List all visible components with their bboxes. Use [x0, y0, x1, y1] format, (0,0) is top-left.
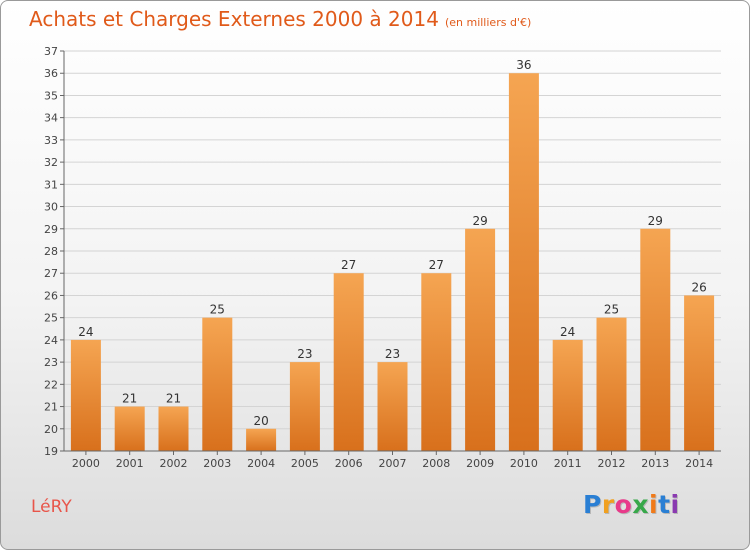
bar-2005 [289, 362, 320, 451]
x-tick-label: 2001 [116, 457, 144, 470]
y-tick-label: 33 [44, 134, 58, 147]
bar-2000 [70, 339, 101, 451]
x-tick-label: 2009 [466, 457, 494, 470]
bar-2014 [684, 295, 715, 451]
commune-name: LéRY [31, 497, 72, 517]
x-tick-label: 2010 [510, 457, 538, 470]
y-tick-label: 29 [44, 223, 58, 236]
logo-letter: t [658, 490, 671, 519]
bar-2004 [246, 428, 277, 451]
x-tick-label: 2013 [641, 457, 669, 470]
x-tick-label: 2002 [160, 457, 188, 470]
x-tick-label: 2000 [72, 457, 100, 470]
x-tick-label: 2006 [335, 457, 363, 470]
logo-letter: r [601, 490, 615, 519]
value-label: 27 [429, 258, 444, 272]
x-tick-label: 2014 [685, 457, 713, 470]
value-label: 23 [385, 347, 400, 361]
y-tick-label: 32 [44, 156, 58, 169]
bar-2009 [465, 228, 496, 451]
bar-2010 [508, 73, 539, 451]
logo-letter: x [632, 490, 649, 519]
y-axis: 19 20 21 22 23 24 25 26 27 28 29 30 31 32 33 34 35 36 37 [44, 45, 65, 458]
x-tick-label: 2005 [291, 457, 319, 470]
y-tick-label: 34 [44, 112, 58, 125]
bar-2011 [552, 339, 583, 451]
y-tick-label: 24 [44, 334, 58, 347]
value-label: 29 [472, 214, 487, 228]
bar-2007 [377, 362, 408, 451]
value-label: 29 [648, 214, 663, 228]
logo-letter: P [583, 490, 602, 519]
bars [70, 73, 715, 451]
bar-2008 [421, 273, 452, 451]
chart-title-row: Achats et Charges Externes 2000 à 2014 (e… [29, 7, 531, 31]
x-tick-label: 2003 [203, 457, 231, 470]
value-label: 24 [78, 325, 93, 339]
x-tick-label: 2012 [598, 457, 626, 470]
value-label: 21 [122, 392, 137, 406]
value-label: 26 [691, 280, 706, 294]
y-tick-label: 19 [44, 445, 58, 458]
y-tick-label: 27 [44, 267, 58, 280]
logo-letter: i [670, 490, 680, 519]
proxiti-logo[interactable]: Proxiti [583, 490, 680, 519]
y-tick-label: 37 [44, 45, 58, 58]
chart-unit: (en milliers d'€) [444, 16, 532, 29]
y-tick-label: 28 [44, 245, 58, 258]
value-labels: 24 21 21 25 20 23 27 23 27 29 36 24 25 29 26 [78, 58, 706, 428]
y-tick-label: 20 [44, 423, 58, 436]
bar-2003 [202, 317, 233, 451]
value-label: 21 [166, 392, 181, 406]
y-tick-label: 36 [44, 67, 58, 80]
value-label: 23 [297, 347, 312, 361]
bar-2012 [596, 317, 627, 451]
y-tick-label: 35 [44, 89, 58, 102]
x-tick-label: 2004 [247, 457, 275, 470]
x-tick-label: 2008 [422, 457, 450, 470]
y-tick-label: 21 [44, 401, 58, 414]
value-label: 25 [210, 303, 225, 317]
x-tick-label: 2011 [554, 457, 582, 470]
bar-2006 [333, 273, 364, 451]
chart-title: Achats et Charges Externes 2000 à 2014 [29, 7, 439, 31]
value-label: 36 [516, 58, 531, 72]
value-label: 20 [253, 414, 268, 428]
bar-2002 [158, 406, 189, 451]
value-label: 27 [341, 258, 356, 272]
bar-2001 [114, 406, 145, 451]
y-tick-label: 31 [44, 178, 58, 191]
x-tick-label: 2007 [379, 457, 407, 470]
x-axis: 2000 2001 2002 2003 2004 2005 2006 2007 2008 2009… [64, 450, 721, 470]
y-tick-label: 25 [44, 312, 58, 325]
value-label: 24 [560, 325, 575, 339]
bar-2013 [640, 228, 671, 451]
y-tick-label: 22 [44, 378, 58, 391]
y-tick-label: 30 [44, 201, 58, 214]
logo-letter: i [649, 490, 659, 519]
logo-letter: o [614, 490, 633, 519]
y-tick-label: 23 [44, 356, 58, 369]
y-tick-label: 26 [44, 289, 58, 302]
value-label: 25 [604, 303, 619, 317]
